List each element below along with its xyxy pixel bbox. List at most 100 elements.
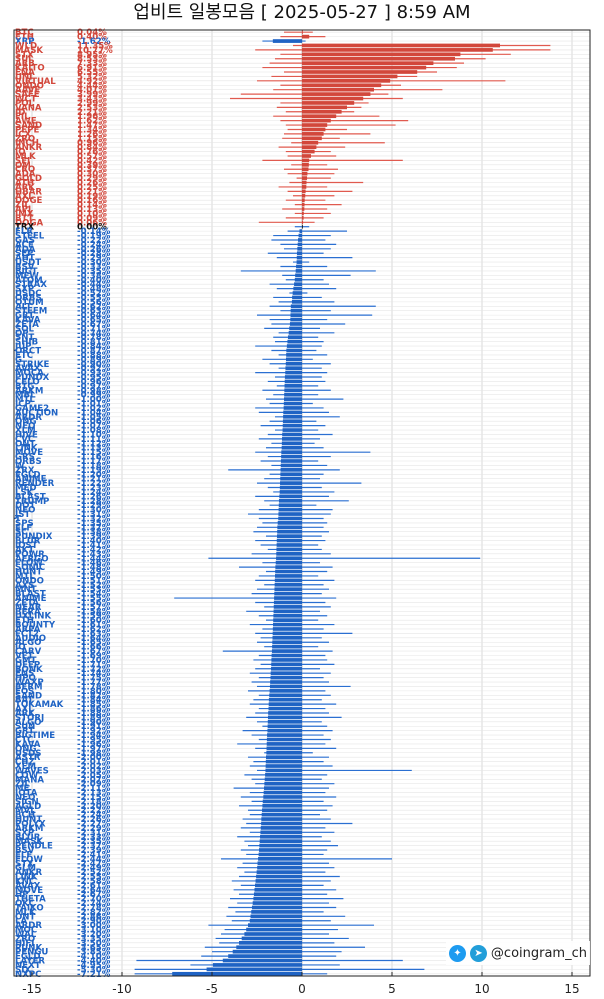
row-value-label: -0.97% [77, 382, 111, 392]
bar [280, 467, 302, 472]
row-value-label: -1.37% [77, 523, 111, 533]
bar [277, 525, 302, 530]
row-name-label: MBL [15, 391, 36, 401]
bar [267, 715, 302, 720]
bar [253, 896, 302, 901]
row-value-label: -4.10% [77, 952, 111, 962]
row-value-label: -1.70% [77, 656, 111, 666]
row-name-label: FLR [15, 227, 33, 237]
bar [266, 737, 302, 742]
row-value-label: -1.82% [77, 691, 111, 701]
bar [270, 675, 302, 680]
row-value-label: -4.95% [77, 961, 111, 971]
row-value-label: -0.44% [77, 280, 111, 290]
bar [279, 485, 302, 490]
row-name-label: MASK [15, 837, 43, 847]
row-name-label: OP [15, 329, 29, 339]
bar [268, 711, 302, 715]
row-name-label: BTT [15, 214, 34, 224]
row-name-label: IQ [15, 148, 26, 158]
row-value-label: -1.23% [77, 484, 111, 494]
bar [255, 883, 302, 888]
bar [278, 503, 302, 508]
row-name-label: SIGN [15, 797, 39, 807]
row-name-label: ALT [15, 302, 32, 312]
bar [302, 180, 307, 185]
bar [266, 755, 302, 760]
row-value-label: 1.26% [77, 130, 107, 140]
bar [264, 777, 302, 782]
row-value-label: -1.52% [77, 581, 111, 591]
row-name-label: STX [15, 859, 34, 869]
row-name-label: ME [15, 784, 30, 794]
row-value-label: -2.03% [77, 766, 111, 776]
row-name-label: MANA [15, 775, 44, 785]
row-name-label: DOGE [15, 196, 42, 206]
row-value-label: 0.42% [77, 156, 107, 166]
row-name-label: AERGO [15, 554, 49, 564]
row-value-label: -0.87% [77, 346, 111, 356]
row-value-label: -1.84% [77, 696, 111, 706]
bar [277, 529, 302, 534]
row-value-label: 0.19% [77, 192, 107, 202]
row-name-label: POLYX [15, 819, 46, 829]
row-value-label: -0.56% [77, 298, 111, 308]
row-value-label: -2.44% [77, 855, 111, 865]
row-name-label: WCT [15, 95, 37, 105]
bar [302, 185, 307, 189]
bar [302, 171, 308, 176]
row-value-label: -1.50% [77, 572, 111, 582]
row-name-label: LAYER [15, 957, 45, 967]
row-value-label: -1.95% [77, 736, 111, 746]
row-value-label: -1.78% [77, 682, 111, 692]
tick-label: 15 [564, 982, 579, 996]
row-value-label: 0.14% [77, 201, 107, 211]
row-name-label: PENDLE [15, 842, 53, 852]
bar [299, 229, 302, 233]
row-name-label: WLD [15, 41, 37, 51]
row-value-label: -2.61% [77, 881, 111, 891]
row-value-label: -2.41% [77, 850, 111, 860]
bar [272, 635, 302, 640]
bar [228, 954, 302, 958]
bar [258, 848, 302, 852]
bar [283, 406, 302, 410]
row-name-label: KAITO [15, 64, 45, 74]
row-value-label: -1.17% [77, 457, 111, 467]
row-value-label: -1.97% [77, 744, 111, 754]
row-name-label: SEI [15, 156, 30, 166]
bar [262, 799, 302, 804]
row-name-label: LA [15, 917, 27, 927]
row-name-label: STEEL [15, 232, 45, 242]
row-name-label: VANA [15, 103, 42, 113]
bar [270, 680, 302, 684]
row-name-label: MVL [15, 806, 36, 816]
row-value-label: 0.13% [77, 205, 107, 215]
bar [276, 551, 302, 556]
row-value-label: -2.29% [77, 824, 111, 834]
row-value-label: -1.54% [77, 590, 111, 600]
row-value-label: -2.55% [77, 873, 111, 883]
row-value-label: -0.89% [77, 355, 111, 365]
row-value-label: -0.22% [77, 236, 111, 246]
row-name-label: SAND [15, 691, 42, 701]
row-name-label: GAS [15, 236, 35, 246]
row-value-label: -2.33% [77, 833, 111, 843]
bar [259, 839, 302, 844]
row-name-label: AGLD [15, 802, 41, 812]
bar [276, 547, 302, 552]
bar [302, 34, 310, 39]
row-value-label: -1.31% [77, 510, 111, 520]
bar [276, 556, 302, 561]
row-value-label: -2.70% [77, 895, 111, 905]
row-name-label: BCH [15, 811, 35, 821]
row-value-label: -1.71% [77, 660, 111, 670]
row-name-label: IOST [15, 541, 38, 551]
bar [278, 507, 302, 512]
row-value-label: 0.30% [77, 170, 107, 180]
row-value-label: -1.16% [77, 453, 111, 463]
row-name-label: ID [15, 108, 25, 118]
row-name-label: SPS [15, 519, 34, 529]
row-value-label: 0.29% [77, 174, 107, 184]
bar [283, 410, 302, 415]
